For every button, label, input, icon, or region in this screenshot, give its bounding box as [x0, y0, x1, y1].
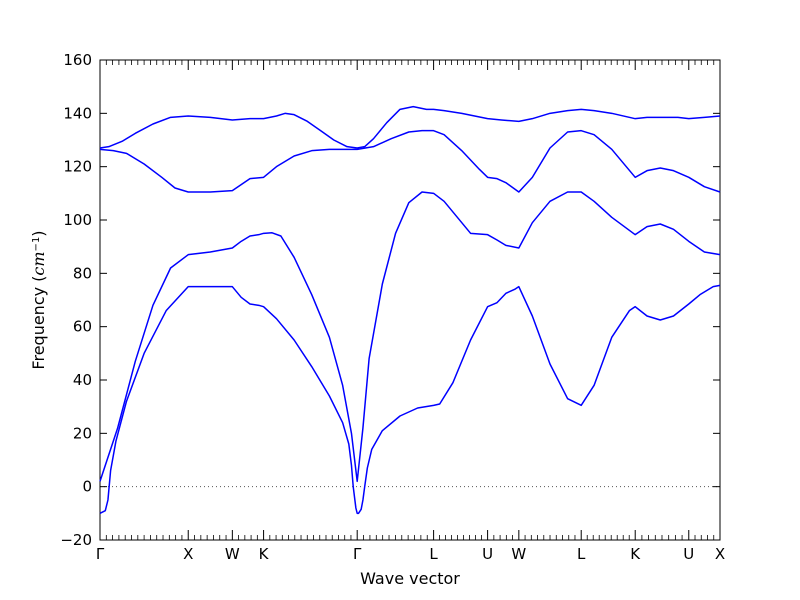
y-tick-label: 140	[63, 104, 92, 122]
y-tick-label: −20	[60, 531, 92, 549]
x-tick-label: K	[259, 545, 270, 563]
x-tick-label: X	[715, 545, 725, 563]
y-tick-label: 160	[63, 51, 92, 69]
x-tick-label: L	[429, 545, 438, 563]
y-tick-label: 40	[73, 371, 92, 389]
y-tick-label: 80	[73, 264, 92, 282]
x-tick-label: Γ	[96, 545, 105, 563]
y-tick-label: 100	[63, 211, 92, 229]
x-tick-label: U	[683, 545, 694, 563]
y-tick-label: 120	[63, 158, 92, 176]
y-axis-ticks: −20 0 20 40 60 80 100 120 140 160	[60, 51, 720, 549]
y-tick-label: 60	[73, 318, 92, 336]
x-axis-title: Wave vector	[360, 569, 460, 588]
y-axis-title: Frequency (cm−1)	[29, 230, 48, 369]
x-tick-label: Γ	[353, 545, 362, 563]
x-tick-label: W	[225, 545, 240, 563]
phonon-branch-3	[99, 129, 721, 193]
series-layer	[99, 105, 721, 515]
y-axis-title-text: Frequency (	[29, 276, 48, 370]
x-tick-label: X	[183, 545, 193, 563]
y-tick-label: 0	[82, 478, 92, 496]
y-axis-title-unit: cm	[29, 251, 48, 275]
phonon-branch-4	[99, 105, 721, 149]
phonon-branch-1	[99, 284, 721, 515]
y-axis-title-exponent: −1	[31, 237, 42, 252]
x-tick-label: L	[577, 545, 586, 563]
x-tick-label: U	[482, 545, 493, 563]
plot-frame	[99, 59, 721, 541]
x-tick-label: W	[511, 545, 526, 563]
y-tick-label: 20	[73, 424, 92, 442]
y-axis-title-close: )	[29, 230, 48, 236]
x-tick-label: K	[630, 545, 641, 563]
phonon-branch-2	[99, 191, 721, 483]
